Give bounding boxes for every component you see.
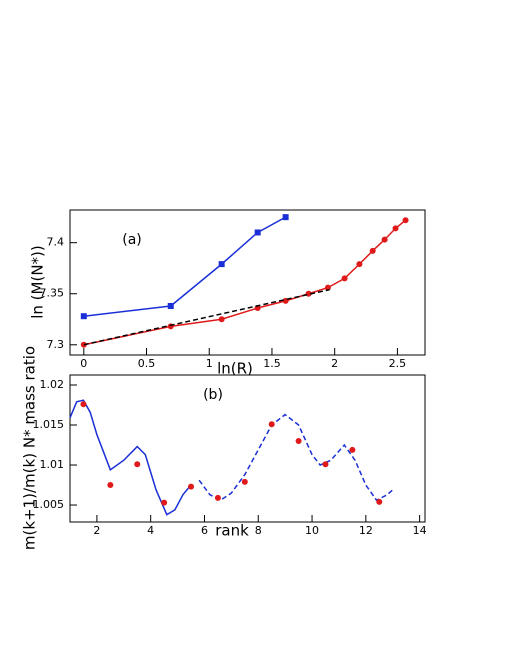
panel: 2 4 6 8 10 12 141.0051.011.0151.02rankm(k+1)/m… <box>21 346 427 550</box>
x-tick-label: 2 <box>331 357 338 370</box>
circle-marker <box>381 236 388 243</box>
circle-marker <box>241 478 248 485</box>
circle-marker <box>134 461 141 468</box>
square-marker <box>218 261 225 268</box>
x-tick-label: 2.5 <box>389 357 407 370</box>
x-tick-label: 4 <box>147 524 154 537</box>
y-tick-label: 7.35 <box>40 287 65 300</box>
circle-marker <box>349 446 356 453</box>
circle-marker <box>161 499 168 506</box>
circle-marker <box>268 421 275 428</box>
y-tick-label: 7.4 <box>47 236 65 249</box>
square-marker <box>254 229 261 236</box>
circle-marker <box>218 316 225 323</box>
x-tick-label: 14 <box>413 524 427 537</box>
series-line <box>69 399 192 516</box>
y-tick-label: 1.01 <box>40 458 65 471</box>
x-tick-label: 0.5 <box>138 357 156 370</box>
circle-marker <box>356 261 363 268</box>
circle-marker <box>402 217 409 224</box>
panel-label: (a) <box>122 232 142 248</box>
plot-frame <box>69 209 426 356</box>
x-tick-label: 0 <box>80 357 87 370</box>
series-line <box>83 288 330 346</box>
circle-marker <box>376 498 383 505</box>
x-tick-label: 10 <box>305 524 319 537</box>
x-tick-label: 1 <box>206 357 213 370</box>
square-marker <box>167 302 174 309</box>
circle-marker <box>341 275 348 282</box>
circle-marker <box>80 401 87 408</box>
circle-marker <box>188 483 195 490</box>
circle-marker <box>392 225 399 232</box>
x-tick-label: 2 <box>93 524 100 537</box>
series-line <box>198 413 394 502</box>
circle-marker <box>322 461 329 468</box>
x-axis-label: ln(R) <box>217 360 253 378</box>
square-marker <box>80 313 87 320</box>
panel-label: (b) <box>203 387 223 403</box>
y-tick-label: 1.02 <box>40 378 65 391</box>
panel: 0 0.5 1 1.5 2 2.5 7.3 7.35 7.4 ln(R) ln (M(N*)) (a) <box>29 209 426 378</box>
square-marker <box>282 214 289 221</box>
circle-marker <box>369 247 376 254</box>
circle-marker <box>214 494 221 501</box>
x-tick-label: 1.5 <box>263 357 281 370</box>
y-tick-label: 7.3 <box>47 338 65 351</box>
circle-marker <box>295 438 302 445</box>
y-axis-label: ln (M(N*)) <box>29 245 47 319</box>
x-tick-label: 12 <box>359 524 373 537</box>
y-tick-label: 1.015 <box>33 418 65 431</box>
circle-marker <box>107 482 114 489</box>
plot-frame <box>69 374 426 523</box>
x-tick-label: 8 <box>255 524 262 537</box>
y-axis-label: m(k+1)/m(k) N* mass ratio <box>21 346 39 550</box>
x-tick-label: 6 <box>201 524 208 537</box>
x-axis-label: rank <box>215 522 249 540</box>
y-tick-label: 1.005 <box>33 498 65 511</box>
